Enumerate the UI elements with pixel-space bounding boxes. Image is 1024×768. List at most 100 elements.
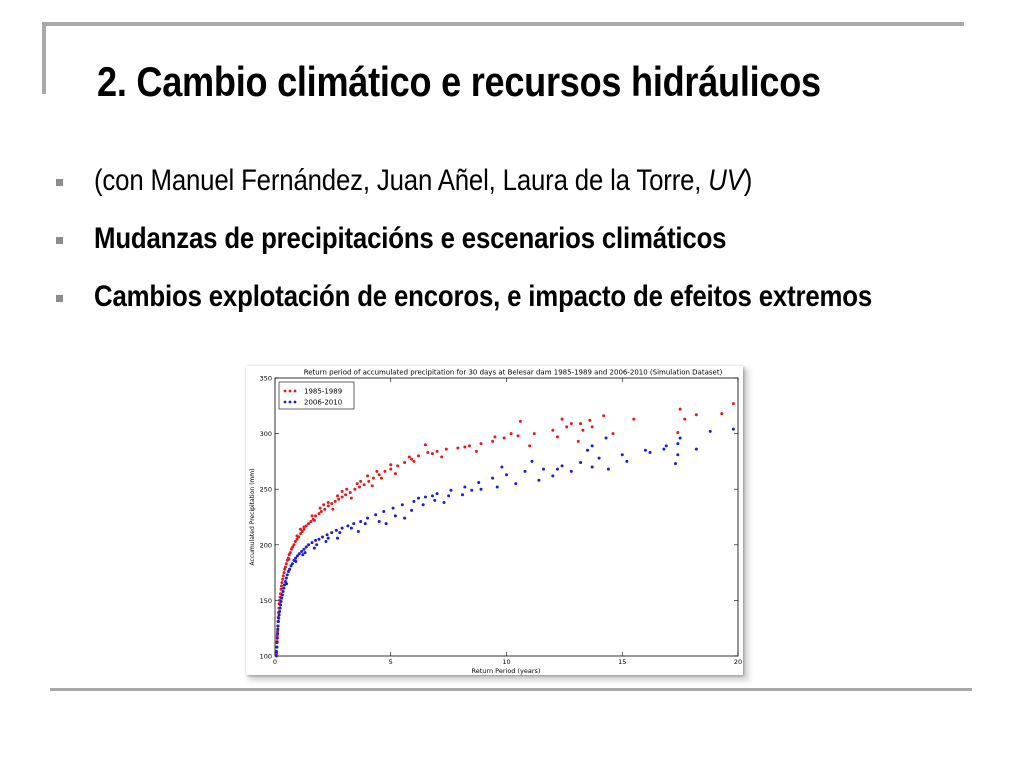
data-point-2006-2010 [279, 603, 283, 607]
data-point-1985-1989 [302, 525, 306, 529]
data-point-1985-1989 [720, 412, 724, 416]
legend-marker-2006 [293, 400, 297, 404]
data-points [274, 402, 735, 658]
data-point-2006-2010 [304, 545, 308, 549]
data-point-2006-2010 [442, 501, 446, 505]
data-point-2006-2010 [363, 522, 367, 526]
data-point-2006-2010 [597, 456, 601, 460]
x-tick-label: 20 [734, 658, 742, 666]
y-tick-label: 250 [260, 486, 272, 494]
data-point-2006-2010 [463, 485, 467, 489]
data-point-2006-2010 [433, 498, 437, 502]
scatter-chart: Return period of accumulated precipitati… [249, 369, 742, 676]
data-point-2006-2010 [275, 636, 279, 640]
data-point-2006-2010 [694, 447, 698, 451]
data-point-2006-2010 [277, 613, 281, 617]
data-point-1985-1989 [276, 630, 280, 634]
data-point-1985-1989 [412, 459, 416, 463]
y-tick-label: 100 [260, 653, 272, 661]
data-point-1985-1989 [281, 577, 285, 581]
data-point-2006-2010 [542, 467, 546, 471]
x-tick-label: 5 [389, 658, 393, 666]
data-point-2006-2010 [294, 559, 298, 563]
data-point-2006-2010 [676, 453, 680, 457]
data-point-2006-2010 [285, 582, 289, 586]
data-point-2006-2010 [569, 469, 573, 473]
data-point-1985-1989 [302, 527, 306, 531]
data-point-1985-1989 [355, 482, 359, 486]
data-point-1985-1989 [370, 484, 374, 488]
data-point-1985-1989 [333, 499, 337, 503]
data-point-1985-1989 [516, 434, 520, 438]
data-point-2006-2010 [620, 453, 624, 457]
data-point-2006-2010 [449, 488, 453, 492]
data-point-2006-2010 [325, 533, 329, 537]
data-point-1985-1989 [555, 435, 559, 439]
data-point-2006-2010 [393, 514, 397, 518]
data-point-1985-1989 [560, 417, 564, 421]
data-point-1985-1989 [569, 422, 573, 426]
data-point-1985-1989 [396, 464, 400, 468]
y-tick-label: 200 [260, 541, 272, 549]
data-point-2006-2010 [731, 427, 735, 431]
data-point-2006-2010 [590, 465, 594, 469]
data-point-2006-2010 [374, 513, 378, 517]
y-axis-label: Accumulated Precipitation (mm) [249, 469, 256, 566]
data-point-2006-2010 [314, 538, 318, 542]
data-point-2006-2010 [279, 600, 283, 604]
data-point-2006-2010 [302, 547, 306, 551]
chart-container: Return period of accumulated precipitati… [246, 366, 743, 675]
bullet-square-icon [56, 179, 63, 186]
data-point-1985-1989 [314, 514, 318, 518]
data-point-1985-1989 [345, 487, 349, 491]
data-point-1985-1989 [389, 463, 393, 467]
data-point-1985-1989 [312, 518, 316, 522]
y-tick-label: 150 [260, 597, 272, 605]
y-tick-label: 350 [260, 375, 272, 383]
y-tick-label: 300 [260, 430, 272, 438]
data-point-2006-2010 [477, 481, 481, 485]
data-point-2006-2010 [276, 624, 280, 628]
data-point-1985-1989 [532, 432, 536, 436]
x-axis-label: Return Period (years) [472, 667, 541, 675]
data-point-1985-1989 [479, 442, 483, 446]
data-point-2006-2010 [412, 499, 416, 503]
data-point-1985-1989 [417, 454, 421, 458]
data-point-1985-1989 [353, 487, 357, 491]
data-point-2006-2010 [676, 442, 680, 446]
data-point-1985-1989 [288, 551, 292, 555]
data-point-1985-1989 [474, 449, 478, 453]
data-point-2006-2010 [590, 444, 594, 448]
data-point-2006-2010 [320, 535, 324, 539]
data-point-1985-1989 [310, 514, 314, 518]
data-point-2006-2010 [275, 650, 279, 654]
data-point-2006-2010 [470, 488, 474, 492]
data-point-1985-1989 [502, 436, 506, 440]
data-point-2006-2010 [384, 522, 388, 526]
data-point-2006-2010 [359, 519, 363, 523]
data-point-1985-1989 [440, 455, 444, 459]
data-point-2006-2010 [523, 469, 527, 473]
bullet-text: (con Manuel Fernández, Juan Añel, Laura … [94, 164, 752, 198]
data-point-1985-1989 [694, 413, 698, 417]
data-point-1985-1989 [359, 479, 363, 483]
data-point-2006-2010 [301, 553, 305, 557]
data-point-2006-2010 [352, 522, 356, 526]
data-point-2006-2010 [366, 516, 370, 520]
data-point-1985-1989 [456, 446, 460, 450]
data-point-2006-2010 [277, 616, 281, 620]
data-point-1985-1989 [444, 447, 448, 451]
data-point-2006-2010 [648, 451, 652, 455]
data-point-1985-1989 [491, 439, 495, 443]
data-point-2006-2010 [290, 562, 294, 566]
frame-top-line [42, 22, 964, 26]
data-point-2006-2010 [276, 620, 280, 624]
data-point-2006-2010 [664, 444, 668, 448]
data-point-1985-1989 [300, 529, 304, 533]
data-point-2006-2010 [423, 495, 427, 499]
data-point-1985-1989 [528, 444, 532, 448]
data-point-2006-2010 [276, 632, 280, 636]
data-point-1985-1989 [340, 489, 344, 493]
bullet-square-icon [56, 295, 63, 302]
data-point-1985-1989 [298, 532, 302, 536]
